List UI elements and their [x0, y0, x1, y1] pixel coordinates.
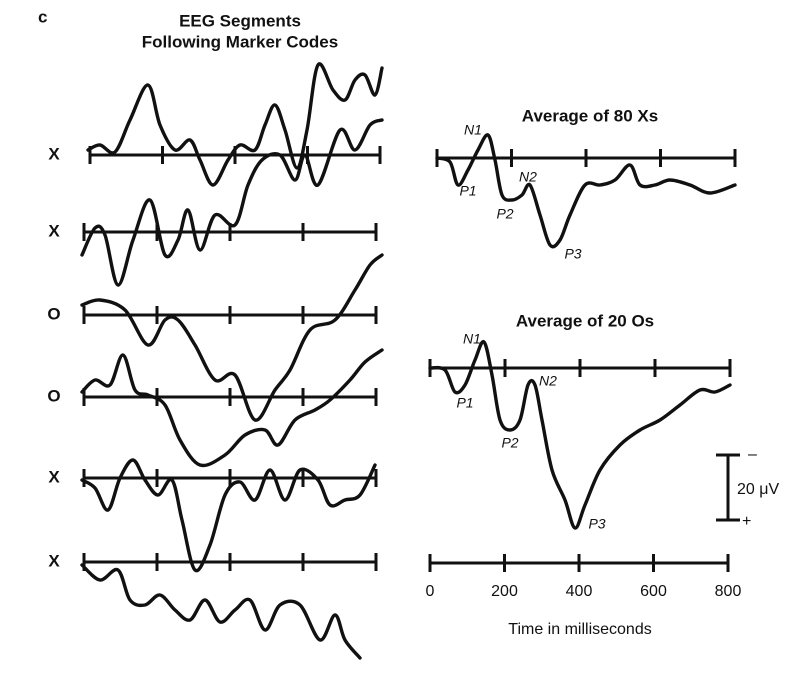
peak-label: P2: [501, 435, 518, 451]
axis-label: Time in milliseconds: [508, 621, 651, 638]
peak-label: P3: [564, 246, 581, 262]
tick-label: 400: [566, 583, 593, 600]
tick-label: 800: [715, 583, 742, 600]
eeg-trace: [80, 253, 384, 422]
row-label: O: [47, 304, 60, 323]
erp-trace: [435, 133, 737, 249]
panel-label: c: [38, 7, 47, 26]
scale-minus: –: [748, 446, 757, 463]
tick-label: 200: [491, 583, 518, 600]
tick-label: 0: [426, 583, 435, 600]
peak-label: N2: [539, 373, 557, 389]
left-title: EEG Segments: [179, 11, 301, 30]
peak-label: P1: [456, 395, 473, 411]
peak-label: N1: [464, 122, 482, 138]
scale-label: 20 μV: [737, 481, 779, 498]
eeg-trace: [80, 563, 362, 660]
row-label: X: [48, 144, 60, 163]
peak-label: N2: [519, 169, 537, 185]
row-label: X: [48, 221, 60, 240]
eeg-trace: [80, 458, 377, 573]
tick-label: 600: [640, 583, 667, 600]
peak-label: P1: [459, 183, 476, 199]
eeg-trace: [86, 62, 384, 187]
peak-label: N1: [463, 331, 481, 347]
eeg-trace: [80, 118, 384, 287]
left-title: Following Marker Codes: [142, 32, 338, 51]
peak-label: P3: [588, 516, 605, 532]
peak-label: P2: [496, 206, 513, 222]
row-label: O: [47, 386, 60, 405]
scale-plus: +: [742, 513, 751, 530]
eeg-trace: [80, 348, 384, 468]
row-label: X: [48, 467, 60, 486]
average-title: Average of 20 Os: [516, 311, 654, 330]
average-title: Average of 80 Xs: [522, 106, 658, 125]
row-label: X: [48, 551, 60, 570]
erp-trace: [428, 340, 732, 530]
